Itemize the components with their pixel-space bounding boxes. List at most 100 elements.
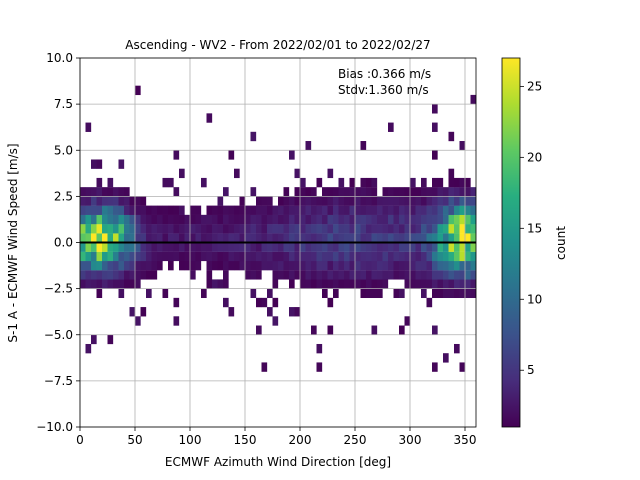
heatmap-cell (85, 122, 92, 132)
heatmap-cell (300, 251, 306, 262)
heatmap-cell (168, 224, 174, 234)
heatmap-cell (360, 242, 367, 252)
heatmap-cell (239, 260, 246, 271)
heatmap-cell (344, 196, 350, 206)
heatmap-cell (223, 260, 229, 271)
heatmap-cell (404, 251, 411, 262)
heatmap-cell (454, 343, 460, 354)
heatmap-cell (388, 242, 394, 252)
heatmap-cell (404, 270, 411, 280)
heatmap-cell (448, 177, 455, 188)
heatmap-cell (239, 205, 246, 215)
heatmap-cell (454, 270, 460, 280)
heatmap-cell (217, 279, 224, 289)
heatmap-cell (223, 297, 229, 308)
heatmap-cell (162, 288, 169, 299)
heatmap-cell (85, 233, 92, 243)
heatmap-cell (261, 233, 268, 243)
heatmap-cell (201, 288, 207, 299)
heatmap-cell (140, 242, 147, 252)
heatmap-cell (432, 270, 438, 280)
heatmap-cell (437, 279, 444, 289)
heatmap-cell (228, 251, 235, 262)
heatmap-cell (289, 251, 295, 262)
heatmap-cell (393, 205, 400, 215)
heatmap-cell (135, 242, 141, 252)
heatmap-cell (272, 251, 279, 262)
heatmap-cell (327, 224, 334, 234)
heatmap-cell (96, 224, 103, 234)
heatmap-cell (234, 260, 240, 271)
heatmap-cell (399, 260, 405, 271)
heatmap-cell (102, 214, 108, 225)
heatmap-cell (333, 233, 339, 243)
heatmap-cell (179, 168, 185, 179)
heatmap-cell (261, 205, 268, 215)
heatmap-cell (388, 196, 394, 206)
heatmap-cell (393, 214, 400, 225)
heatmap-cell (371, 251, 378, 262)
heatmap-cell (239, 224, 246, 234)
heatmap-cell (426, 205, 433, 215)
heatmap-cell (432, 187, 438, 197)
heatmap-cell (404, 242, 411, 252)
heatmap-cell (388, 260, 394, 271)
heatmap-cell (426, 196, 433, 206)
heatmap-cell (448, 242, 455, 252)
heatmap-cell (360, 251, 367, 262)
heatmap-cell (399, 187, 405, 197)
heatmap-cell (179, 224, 185, 234)
heatmap-cell (470, 94, 477, 105)
heatmap-cell (349, 260, 356, 271)
heatmap-cell (443, 224, 449, 234)
heatmap-cell (366, 177, 372, 188)
heatmap-cell (311, 187, 317, 197)
heatmap-cell (437, 177, 444, 188)
heatmap-cell (294, 168, 301, 179)
heatmap-cell (102, 270, 108, 280)
heatmap-cell (305, 187, 312, 197)
heatmap-cell (146, 214, 152, 225)
heatmap-cell (102, 260, 108, 271)
heatmap-cell (124, 233, 130, 243)
heatmap-cell (432, 205, 438, 215)
y-axis-label: S-1 A - ECMWF Wind Speed [m/s] (6, 143, 20, 342)
heatmap-cell (426, 187, 433, 197)
heatmap-cell (465, 205, 471, 215)
heatmap-cell (157, 260, 163, 271)
heatmap-cell (173, 214, 180, 225)
heatmap-cell (316, 343, 323, 354)
heatmap-cell (107, 242, 114, 252)
y-tick-label: −7.5 (44, 374, 73, 388)
heatmap-cell (421, 233, 427, 243)
heatmap-cell (107, 205, 114, 215)
heatmap-cell (267, 196, 273, 206)
heatmap-cell (443, 205, 449, 215)
heatmap-cell (437, 224, 444, 234)
heatmap-cell (371, 279, 378, 289)
heatmap-cell (399, 205, 405, 215)
heatmap-cell (338, 242, 345, 252)
heatmap-cell (426, 233, 433, 243)
heatmap-cell (465, 224, 471, 234)
heatmap-cell (107, 251, 114, 262)
heatmap-cell (118, 288, 125, 299)
heatmap-cell (415, 251, 422, 262)
heatmap-cell (459, 242, 466, 252)
heatmap-cell (470, 288, 477, 299)
heatmap-cell (377, 196, 383, 206)
heatmap-cell (448, 205, 455, 215)
heatmap-cell (124, 270, 130, 280)
heatmap-cell (201, 242, 207, 252)
heatmap-cell (157, 214, 163, 225)
heatmap-cell (465, 288, 471, 299)
heatmap-cell (283, 260, 290, 271)
heatmap-cell (454, 196, 460, 206)
heatmap-cell (124, 187, 130, 197)
heatmap-cell (377, 242, 383, 252)
heatmap-cell (146, 270, 152, 280)
heatmap-cells (80, 85, 477, 372)
heatmap-cell (311, 242, 317, 252)
heatmap-cell (80, 260, 86, 271)
heatmap-cell (179, 233, 185, 243)
